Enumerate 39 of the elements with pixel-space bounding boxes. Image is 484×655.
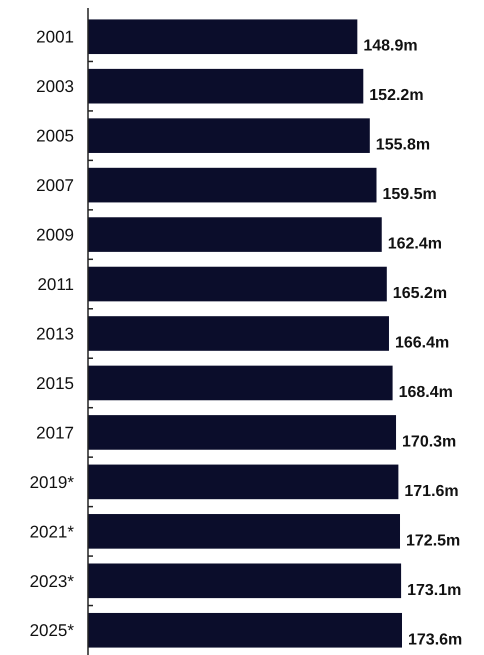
data-label: 171.6m bbox=[404, 482, 459, 500]
data-label: 165.2m bbox=[392, 285, 448, 302]
bar bbox=[88, 563, 402, 598]
data-label: 166.4m bbox=[394, 334, 450, 352]
bar bbox=[88, 316, 389, 351]
y-tick-label: 2025* bbox=[30, 621, 74, 640]
data-label: 148.9m bbox=[363, 38, 418, 55]
bar bbox=[88, 366, 393, 400]
y-tick-label: 2019* bbox=[30, 472, 74, 492]
y-tick-label: 2011 bbox=[37, 274, 74, 294]
data-label: 168.4m bbox=[398, 384, 453, 401]
y-tick-label: 2017 bbox=[36, 423, 74, 442]
data-label: 159.5m bbox=[382, 186, 437, 204]
y-tick-label: 2003 bbox=[36, 77, 74, 96]
data-label: 162.4m bbox=[388, 236, 442, 253]
y-tick-label: 2009 bbox=[36, 226, 74, 245]
y-tick-label: 2021* bbox=[30, 522, 74, 542]
bar bbox=[88, 415, 396, 450]
bar bbox=[88, 464, 398, 500]
bar bbox=[88, 168, 376, 202]
bar bbox=[88, 118, 370, 153]
y-tick-label: 2015 bbox=[36, 374, 74, 393]
y-tick-label: 2013 bbox=[36, 324, 74, 344]
y-tick-label: 2007 bbox=[36, 176, 74, 196]
bar bbox=[88, 217, 382, 252]
bar bbox=[88, 68, 364, 104]
y-tick-label: 2001 bbox=[36, 28, 74, 47]
y-tick-label: 2005 bbox=[36, 126, 74, 146]
data-label: 173.1m bbox=[407, 582, 462, 599]
y-tick-label: 2023* bbox=[30, 572, 74, 591]
data-label: 173.6m bbox=[408, 631, 462, 648]
data-label: 155.8m bbox=[376, 136, 430, 154]
bar bbox=[88, 266, 387, 302]
data-label: 152.2m bbox=[369, 87, 424, 104]
bar bbox=[88, 19, 358, 54]
bar bbox=[88, 612, 402, 648]
data-label: 170.3m bbox=[402, 433, 456, 450]
bar bbox=[88, 514, 400, 549]
data-label: 172.5m bbox=[406, 532, 460, 550]
